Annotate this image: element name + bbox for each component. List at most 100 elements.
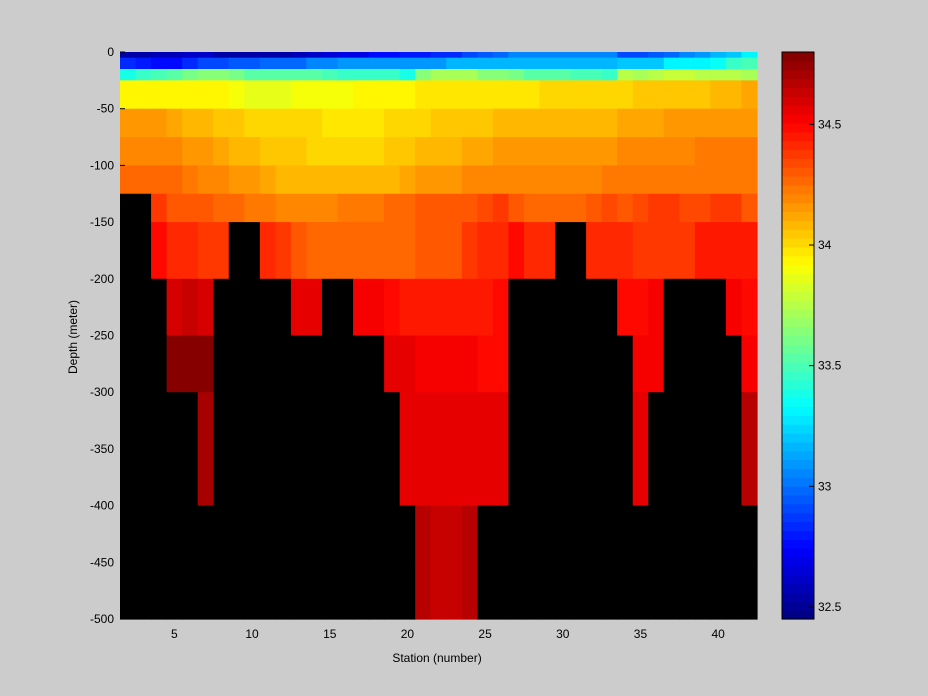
heatmap-cell [120,57,137,70]
heatmap-cell [725,80,743,110]
heatmap-cell [337,69,354,81]
heatmap-cell [725,505,743,563]
heatmap-cell [586,80,603,110]
colorbar-segment [782,96,814,106]
heatmap-cell [384,562,401,620]
heatmap-cell [415,505,432,563]
heatmap-cell [539,57,556,70]
heatmap-cell [337,80,354,110]
heatmap-cell [275,222,292,280]
heatmap-cell [337,108,354,138]
heatmap-cell [555,562,572,620]
heatmap-cell [741,165,758,195]
heatmap-cell [353,222,370,280]
colorbar-segment [782,238,814,248]
heatmap-cell [353,335,370,393]
heatmap-cell [290,137,308,166]
heatmap-cell [306,57,323,70]
heatmap-cell [151,278,168,337]
y-tick-label: -450 [90,555,114,569]
heatmap-cell [555,505,572,563]
heatmap-cell [461,335,478,393]
heatmap-cell [461,80,478,110]
heatmap-cell [415,108,432,138]
heatmap-cell [259,222,276,280]
heatmap-cell [151,505,168,563]
heatmap-cell [151,193,168,223]
heatmap-cell [228,52,245,59]
heatmap-cell [508,137,525,166]
heatmap-cell [648,69,665,81]
heatmap-cell [601,562,618,620]
heatmap-cell [601,278,618,337]
heatmap-cell [228,335,245,393]
heatmap-cell [321,137,339,166]
heatmap-cell [182,335,199,393]
heatmap-cell [306,278,323,337]
heatmap-cell [648,108,665,138]
colorbar-segment [782,184,814,195]
heatmap-cell [617,108,634,138]
heatmap-cell [617,69,634,81]
heatmap-cell [182,193,199,223]
heatmap-cell [461,52,478,59]
heatmap-cell [228,69,245,81]
colorbar-segment [782,264,814,275]
heatmap-cell [539,193,556,223]
heatmap-cell [586,505,603,563]
heatmap-cell [586,392,603,507]
colorbar-segment [782,246,814,257]
colorbar-segment [782,548,814,558]
heatmap-cell [430,165,447,195]
heatmap-cell [461,392,478,507]
heatmap-cell [555,335,572,393]
heatmap-cell [663,278,680,337]
heatmap-cell [353,392,370,507]
heatmap-cell [213,137,230,166]
heatmap-cell [197,80,214,110]
heatmap-cell [679,108,696,138]
heatmap-cell [244,57,261,70]
colorbar-segment [782,406,814,416]
heatmap-cell [197,52,214,59]
heatmap-cell [477,52,494,59]
colorbar-segment [782,131,814,142]
heatmap-cell [321,57,339,70]
heatmap-cell [399,392,416,507]
heatmap-cell [725,193,743,223]
heatmap-cell [290,335,308,393]
heatmap-cell [368,392,385,507]
colorbar-frame [781,51,815,620]
y-tick-label: -200 [90,272,114,286]
heatmap-cell [539,505,556,563]
heatmap-cell [679,392,696,507]
heatmap-cell [430,193,447,223]
heatmap-cell [508,505,525,563]
heatmap-cell [725,335,743,393]
colorbar-segment [782,140,814,151]
colorbar-segment [782,114,814,124]
heatmap-cell [368,57,385,70]
heatmap-cell [632,335,649,393]
colorbar-segment [782,459,814,469]
heatmap-cell [679,165,696,195]
colorbar-tick-label: 33 [818,479,832,493]
heatmap-cell [384,222,401,280]
heatmap-cell [477,562,494,620]
heatmap-cell [446,52,463,59]
heatmap-cell [586,335,603,393]
heatmap-cell [166,80,183,110]
heatmap-cell [632,193,649,223]
colorbar-tick-label: 34 [818,238,832,252]
heatmap-cell [353,562,370,620]
heatmap-cell [275,137,292,166]
heatmap-cell [523,137,541,166]
heatmap-cell [353,193,370,223]
colorbar-segment [782,335,814,345]
heatmap-cell [430,52,447,59]
heatmap-cell [586,165,603,195]
heatmap-cell [725,278,743,337]
heatmap-cell [244,69,261,81]
heatmap-cell [135,335,152,393]
heatmap-cell [632,562,649,620]
